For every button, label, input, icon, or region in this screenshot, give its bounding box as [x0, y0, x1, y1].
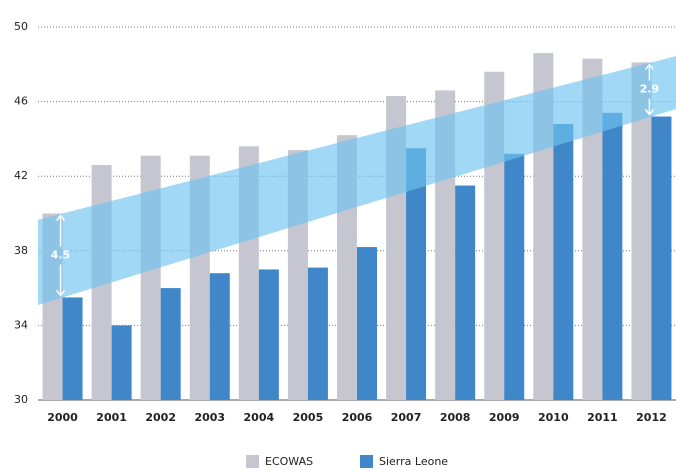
y-tick-label: 50 [14, 20, 28, 33]
bar [62, 297, 83, 400]
x-tick-label: 2012 [636, 411, 667, 424]
y-tick-label: 46 [14, 95, 28, 108]
bar [602, 112, 623, 400]
bar [582, 58, 603, 400]
legend-swatch [360, 455, 373, 468]
bar [406, 148, 427, 400]
y-tick-label: 42 [14, 169, 28, 182]
arrow-head [644, 63, 655, 116]
x-tick-label: 2009 [489, 411, 520, 424]
y-tick-label: 38 [14, 244, 28, 257]
x-tick-label: 2000 [47, 411, 78, 424]
legend-label: Sierra Leone [379, 455, 448, 468]
x-tick-label: 2004 [244, 411, 275, 424]
legend-label: ECOWAS [265, 455, 313, 468]
gap-label: 4.5 [51, 248, 71, 261]
x-tick-label: 2010 [538, 411, 569, 424]
x-tick-label: 2002 [145, 411, 176, 424]
bar [651, 116, 672, 401]
bar [307, 267, 328, 400]
x-tick-label: 2005 [293, 411, 324, 424]
bar [258, 269, 279, 400]
bar [160, 288, 181, 400]
bar [504, 153, 525, 400]
bar [357, 247, 377, 400]
x-tick-label: 2008 [440, 411, 471, 424]
y-tick-label: 30 [14, 393, 28, 406]
x-tick-label: 2006 [342, 411, 373, 424]
arrow-head [55, 214, 66, 297]
gap-label: 2.9 [640, 82, 660, 95]
x-tick-label: 2003 [194, 411, 225, 424]
x-tick-label: 2007 [391, 411, 422, 424]
x-tick-label: 2011 [587, 411, 618, 424]
x-tick-label: 2001 [96, 411, 127, 424]
legend-swatch [246, 455, 259, 468]
bar [455, 185, 476, 400]
bar [553, 123, 574, 400]
y-tick-label: 34 [14, 318, 28, 331]
bar [209, 273, 230, 400]
bar [631, 62, 652, 401]
bar [111, 325, 132, 400]
gap-band [38, 56, 676, 305]
